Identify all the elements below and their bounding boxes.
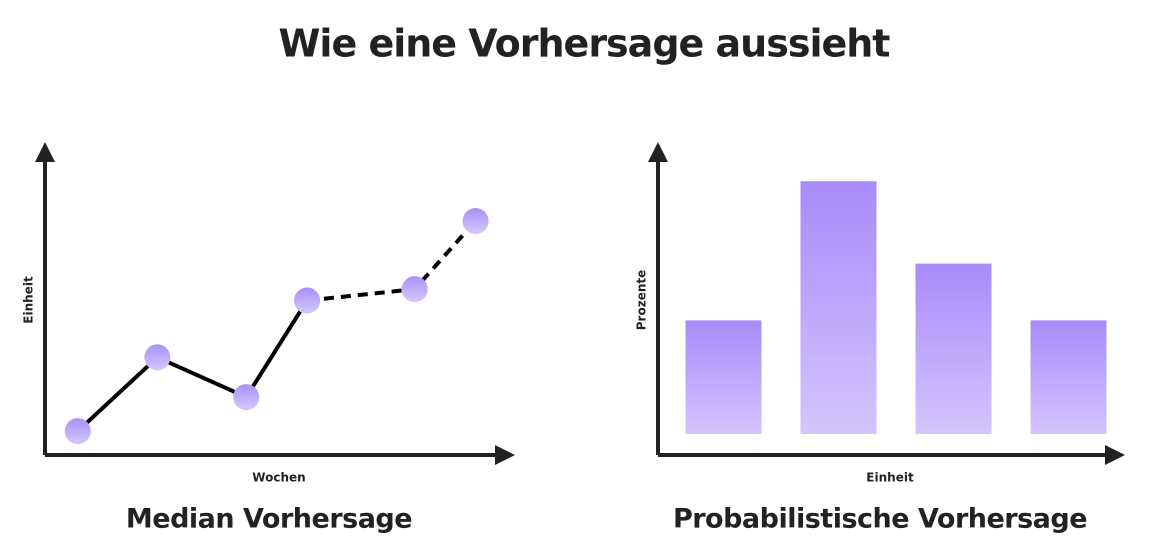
page-title: Wie eine Vorhersage aussieht — [279, 22, 891, 66]
bar — [1030, 320, 1107, 434]
point-fill — [144, 344, 171, 371]
chart-title: Median Vorhersage — [126, 504, 412, 535]
point-fill — [294, 287, 321, 314]
bar — [915, 263, 992, 434]
point-fill — [64, 418, 91, 445]
bar — [685, 320, 762, 434]
y-axis-label: Einheit — [22, 276, 36, 324]
point-fill — [462, 208, 489, 234]
chart-title: Probabilistische Vorhersage — [673, 504, 1087, 535]
line — [306, 219, 478, 303]
x-axis-label: Einheit — [866, 471, 914, 485]
point-fill — [401, 276, 428, 303]
x-axis-label: Wochen — [252, 471, 305, 485]
point-fill — [233, 384, 260, 411]
y-axis-label: Prozente — [635, 270, 649, 331]
bar — [800, 181, 877, 434]
line — [76, 299, 309, 433]
